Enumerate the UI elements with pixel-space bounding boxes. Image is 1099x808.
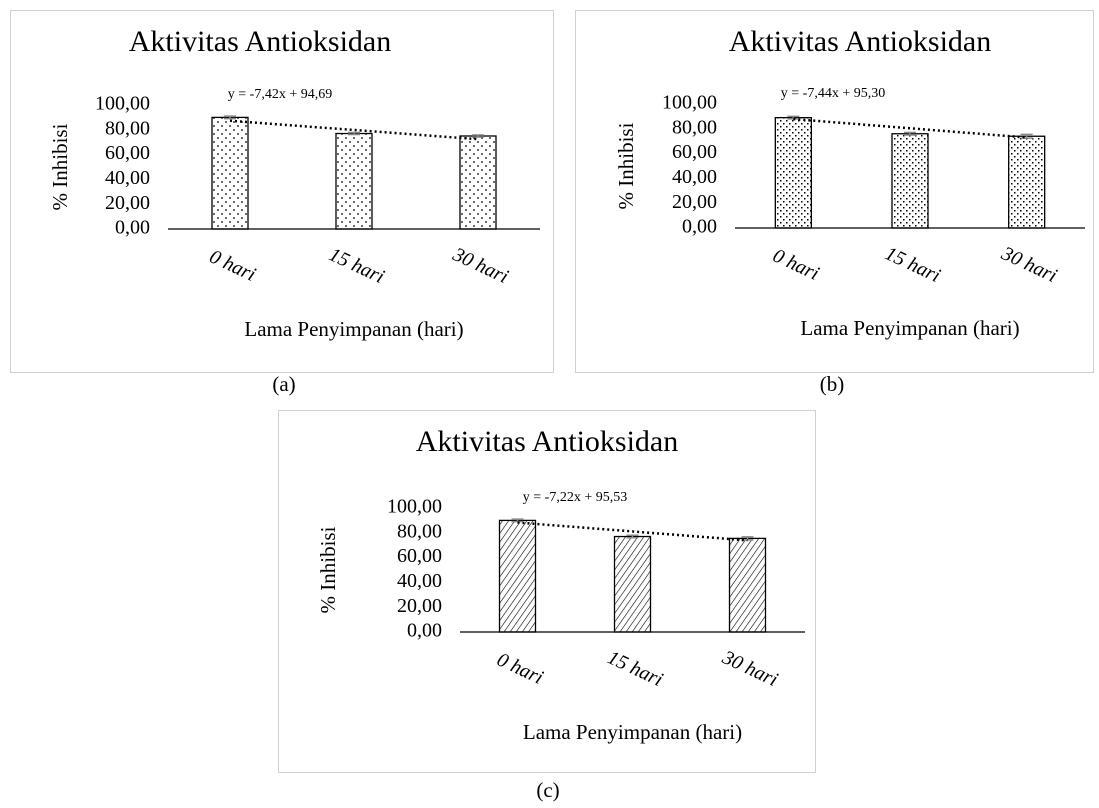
- x-tick-label: 30 hari: [449, 243, 512, 288]
- x-tick-label: 15 hari: [326, 243, 388, 288]
- y-tick-label: 40,00: [105, 167, 150, 189]
- x-axis-label: Lama Penyimpanan (hari): [244, 317, 463, 341]
- y-tick-label: 100,00: [95, 93, 150, 115]
- panel-label: (c): [536, 778, 559, 802]
- error-bar: [511, 518, 524, 523]
- y-axis-label: % Inhibisi: [316, 526, 340, 613]
- chart-title: Aktivitas Antioksidan: [416, 425, 679, 458]
- error-bar: [224, 115, 236, 120]
- y-tick-label: 80,00: [105, 117, 150, 139]
- bar: [774, 116, 812, 229]
- y-tick-label: 40,00: [672, 166, 717, 188]
- trendline-equation: y = -7,42x + 94,69: [228, 87, 332, 102]
- x-axis-label: Lama Penyimpanan (hari): [800, 316, 1019, 340]
- bar: [891, 133, 929, 229]
- x-tick-label: 30 hari: [718, 646, 781, 691]
- y-tick-label: 0,00: [407, 620, 442, 642]
- x-tick-label: 0 hari: [769, 245, 822, 285]
- x-tick-label: 0 hari: [206, 246, 259, 286]
- panel-label: (b): [820, 372, 845, 396]
- bar: [613, 535, 652, 633]
- panel-border: [278, 410, 816, 773]
- trendline-equation: y = -7,22x + 95,53: [523, 490, 627, 505]
- y-axis-label: % Inhibisi: [614, 122, 638, 209]
- x-tick-label: 15 hari: [882, 242, 944, 287]
- y-tick-label: 60,00: [397, 545, 442, 567]
- trendline: [517, 521, 748, 542]
- trendline: [229, 119, 479, 141]
- x-tick-label: 0 hari: [494, 649, 547, 689]
- y-tick-label: 60,00: [672, 141, 717, 163]
- error-bar: [472, 134, 484, 138]
- panel-border: [10, 10, 554, 373]
- y-tick-label: 20,00: [397, 595, 442, 617]
- y-tick-label: 80,00: [397, 520, 442, 542]
- bar: [728, 537, 767, 633]
- x-axis-label: Lama Penyimpanan (hari): [523, 720, 742, 744]
- y-tick-label: 20,00: [105, 192, 150, 214]
- y-tick-label: 40,00: [397, 570, 442, 592]
- y-axis-label: % Inhibisi: [48, 123, 72, 210]
- error-bar: [904, 131, 916, 136]
- panel-border: [575, 10, 1094, 373]
- bar: [498, 519, 537, 633]
- x-tick-label: 30 hari: [997, 242, 1060, 287]
- trendline-equation: y = -7,44x + 95,30: [781, 86, 885, 101]
- y-tick-label: 0,00: [115, 217, 150, 239]
- bar: [459, 135, 497, 230]
- y-tick-label: 0,00: [682, 216, 717, 238]
- chart-title: Aktivitas Antioksidan: [729, 25, 992, 58]
- y-tick-label: 60,00: [105, 142, 150, 164]
- y-tick-label: 80,00: [672, 116, 717, 138]
- x-tick-label: 15 hari: [604, 646, 666, 691]
- error-bar: [348, 131, 360, 136]
- bar: [211, 116, 249, 230]
- panel-label: (a): [272, 372, 295, 396]
- error-bar: [626, 534, 639, 539]
- y-tick-label: 100,00: [662, 92, 717, 114]
- bar: [335, 132, 373, 230]
- error-bar: [787, 115, 800, 120]
- y-tick-label: 20,00: [672, 191, 717, 213]
- trendline: [793, 117, 1027, 139]
- bar: [1008, 135, 1046, 229]
- chart-title: Aktivitas Antioksidan: [129, 25, 392, 58]
- y-tick-label: 100,00: [387, 496, 442, 518]
